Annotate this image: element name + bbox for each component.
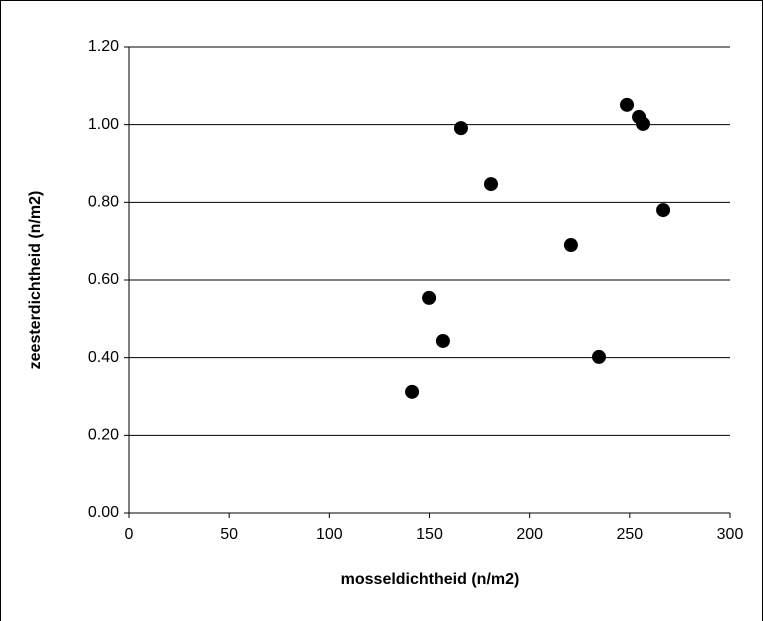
point [636, 116, 651, 131]
x-tick-label: 250 [616, 526, 643, 543]
y-tick-label: 0.80 [88, 194, 119, 211]
x-tick-label: 0 [125, 526, 134, 543]
y-tick-label: 0.60 [88, 271, 119, 288]
point [422, 290, 437, 305]
y-axis-title: zeesterdichtheid (n/m2) [27, 191, 44, 370]
y-tick-label: 1.00 [88, 116, 119, 133]
point [435, 333, 450, 348]
point [453, 121, 468, 136]
point [563, 238, 578, 253]
x-tick-label: 150 [416, 526, 443, 543]
y-tick-label: 0.20 [88, 427, 119, 444]
y-tick-label: 0.00 [88, 504, 119, 521]
y-tick-label: 1.20 [88, 38, 119, 55]
y-tick-label: 0.40 [88, 349, 119, 366]
x-tick-label: 50 [220, 526, 238, 543]
x-tick-label: 100 [316, 526, 343, 543]
x-tick-label: 200 [516, 526, 543, 543]
point [656, 203, 671, 218]
x-axis-title: mosseldichtheid (n/m2) [341, 571, 520, 588]
point [484, 177, 499, 192]
x-tick-label: 300 [717, 526, 744, 543]
point [405, 384, 420, 399]
point [591, 349, 606, 364]
point [620, 97, 635, 112]
